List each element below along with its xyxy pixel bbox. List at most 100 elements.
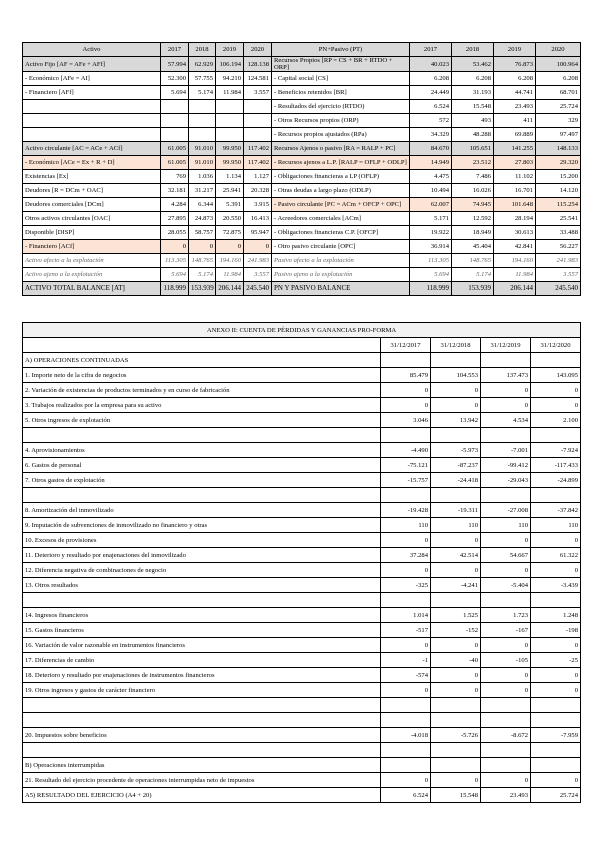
value-cell: 23.512 xyxy=(451,155,494,170)
empty-cell xyxy=(380,352,431,368)
empty-cell xyxy=(430,697,481,713)
value-cell: 11.984 xyxy=(215,85,244,100)
empty-cell xyxy=(380,712,431,728)
value-cell: -5.404 xyxy=(480,577,531,593)
pyg-row: 4. Aprovisionamientos -4.490 -5.973 -7.001-… xyxy=(22,442,581,458)
title-row: ANEXO II: CUENTA DE PÉRDIDAS Y GANANCIAS… xyxy=(22,322,581,338)
value-cell: 94.210 xyxy=(215,71,244,86)
value-cell: 0 xyxy=(480,397,531,413)
value-cell xyxy=(215,99,244,114)
value-cell: -40 xyxy=(430,652,481,668)
value-cell: 1.014 xyxy=(380,607,431,623)
value-cell: -167 xyxy=(480,622,531,638)
value-cell: 115.254 xyxy=(535,197,581,212)
empty-cell xyxy=(530,487,581,503)
value-cell: -7.001 xyxy=(480,442,531,458)
value-cell: 14.949 xyxy=(409,155,452,170)
value-cell xyxy=(188,127,216,142)
empty-cell xyxy=(22,697,381,713)
value-cell: 0 xyxy=(530,397,581,413)
value-cell: 24.449 xyxy=(409,85,452,100)
pyg-row: 3. Trabajos realizados por la empresa pa… xyxy=(22,397,581,413)
label-cell xyxy=(22,113,161,128)
label-cell: 15. Gastos financieros xyxy=(22,622,381,638)
value-cell: 69.889 xyxy=(493,127,536,142)
value-cell: -37.842 xyxy=(530,502,581,518)
empty-cell xyxy=(380,427,431,443)
value-cell xyxy=(243,99,272,114)
value-cell: 16.026 xyxy=(451,183,494,198)
empty-cell xyxy=(480,352,531,368)
value-cell: 95.947 xyxy=(243,225,272,240)
value-cell: 42.514 xyxy=(430,547,481,563)
label-cell: - Recursos ajenos a L.P. [RALP = OFLP + … xyxy=(271,155,410,170)
value-cell: 61.005 xyxy=(160,155,189,170)
spacer-row xyxy=(22,592,581,608)
value-cell: 0 xyxy=(530,637,581,653)
value-cell: 15.548 xyxy=(430,787,481,803)
value-cell: 153.939 xyxy=(451,281,494,296)
value-cell: -27.008 xyxy=(480,502,531,518)
empty-cell xyxy=(480,487,531,503)
pyg-row: 11. Deterioro y resultado por enajenacio… xyxy=(22,547,581,563)
pyg-row: 16. Variación de valor razonable en inst… xyxy=(22,637,581,653)
value-cell: 124.581 xyxy=(243,71,272,86)
balance-row: - Recursos propios ajustados (RPa) 34.329… xyxy=(22,127,581,142)
value-cell: 5.694 xyxy=(160,85,189,100)
value-cell: 493 xyxy=(451,113,494,128)
value-cell: 101.648 xyxy=(493,197,536,212)
label-cell: 2018 xyxy=(451,42,494,57)
value-cell: 206.144 xyxy=(215,281,244,296)
value-cell: -19.428 xyxy=(380,502,431,518)
value-cell: 12.592 xyxy=(451,211,494,226)
value-cell: 1.036 xyxy=(188,169,216,184)
value-cell: 148.133 xyxy=(535,141,581,156)
balance-row: - Otros Recursos propios (ORP) 572 493 411 3… xyxy=(22,113,581,128)
label-cell: Activo afecto a la explotación xyxy=(22,253,161,268)
value-cell: 241.983 xyxy=(243,253,272,268)
value-cell: 0 xyxy=(430,682,481,698)
value-cell: 48.288 xyxy=(451,127,494,142)
label-cell: - Otro pasivo circulante [OPC] xyxy=(271,239,410,254)
label-cell: B) Operaciones interrumpidas xyxy=(22,757,381,773)
pyg-row: A) OPERACIONES CONTINUADAS xyxy=(22,352,581,368)
balance-row: Disponible [DISP] 28.055 58.757 72.875 95.94… xyxy=(22,225,581,240)
value-cell: 13.942 xyxy=(430,412,481,428)
label-cell: Disponible [DISP] xyxy=(22,225,161,240)
value-cell: -87.237 xyxy=(430,457,481,473)
spacer-row xyxy=(22,427,581,443)
empty-cell xyxy=(380,742,431,758)
empty-cell xyxy=(22,592,381,608)
value-cell: -5.973 xyxy=(430,442,481,458)
value-cell: 4.284 xyxy=(160,197,189,212)
pyg-row: 15. Gastos financieros -517 -152 -167 -198 xyxy=(22,622,581,638)
value-cell: 0 xyxy=(480,682,531,698)
pyg-row: 14. Ingresos financieros 1.014 1.525 1.723 1… xyxy=(22,607,581,623)
value-cell: 0 xyxy=(380,382,431,398)
value-cell: 3.557 xyxy=(243,267,272,282)
pyg-row: 20. Impuestos sobre beneficios -4.018 -5.7… xyxy=(22,727,581,743)
value-cell: 15.548 xyxy=(451,99,494,114)
value-cell: 54.667 xyxy=(480,547,531,563)
value-cell: 61.005 xyxy=(160,141,189,156)
label-cell: Deudores [R = DCm + OAC] xyxy=(22,183,161,198)
label-cell: 31/12/2018 xyxy=(430,337,481,353)
value-cell: 3.557 xyxy=(535,267,581,282)
value-cell: 53.462 xyxy=(451,56,494,72)
label-cell: 12. Diferencia negativa de combinaciones… xyxy=(22,562,381,578)
value-cell: 0 xyxy=(430,532,481,548)
value-cell: 110 xyxy=(530,517,581,533)
label-cell: 2017 xyxy=(409,42,452,57)
pyg-row: 10. Excesos de provisiones 0 0 0 0 xyxy=(22,532,581,548)
value-cell: -75.121 xyxy=(380,457,431,473)
value-cell: 34.329 xyxy=(409,127,452,142)
value-cell: 5.694 xyxy=(160,267,189,282)
value-cell: 110 xyxy=(380,517,431,533)
value-cell: 128.138 xyxy=(243,56,272,72)
balance-row: - Económico [ACe = Ex + R + D] 61.005 91.0… xyxy=(22,155,581,170)
empty-cell xyxy=(430,487,481,503)
value-cell: -198 xyxy=(530,622,581,638)
value-cell: -4.018 xyxy=(380,727,431,743)
value-cell: -24.418 xyxy=(430,472,481,488)
value-cell: 62.007 xyxy=(409,197,452,212)
